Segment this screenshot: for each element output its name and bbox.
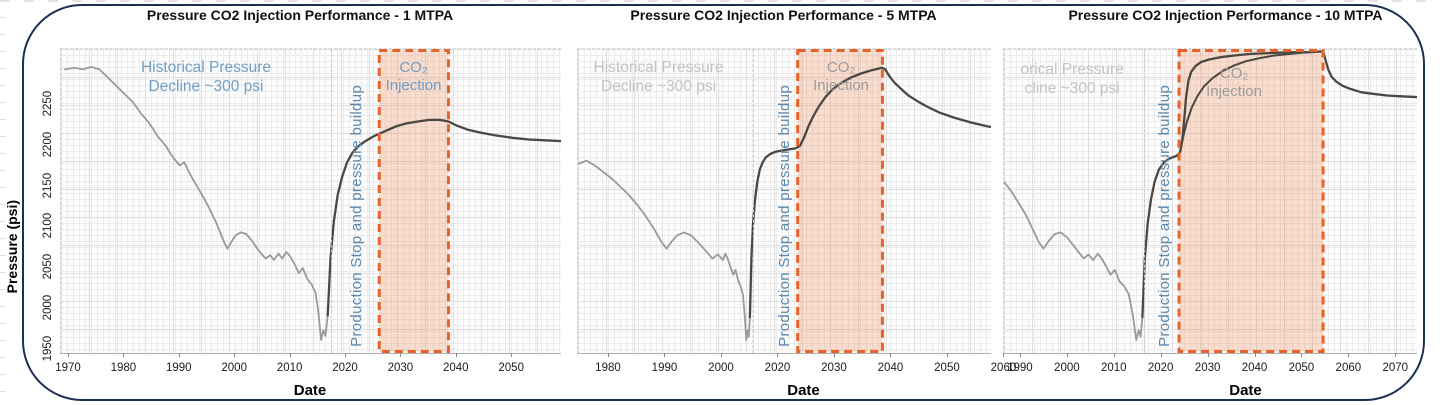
pressure-curve-forecast-2	[1179, 51, 1309, 154]
x-tick-label: 2030	[387, 362, 414, 374]
chart-title: Pressure CO2 Injection Performance - 1 M…	[146, 7, 454, 23]
x-tick-label: 2020	[764, 362, 791, 374]
x-tick-mark	[1113, 353, 1115, 357]
x-tick-label: 1990	[1007, 362, 1033, 374]
x-tick-mark	[68, 353, 69, 357]
co2-injection-window-border	[796, 49, 884, 353]
x-tick-label: 2000	[708, 362, 734, 374]
pressure-plot-svg	[578, 49, 991, 353]
forecast-start-line	[331, 49, 333, 353]
x-tick-mark	[345, 353, 346, 357]
x-tick-label: 2050	[1288, 362, 1315, 374]
x-tick-mark	[833, 353, 835, 357]
x-tick-mark	[664, 353, 666, 357]
pressure-curve-forecast	[1141, 50, 1417, 319]
forecast-start-line	[753, 49, 755, 353]
pressure-curve-historical	[63, 65, 329, 341]
plot-area: Historical Pressure Decline ~300 psi Produ…	[60, 48, 561, 354]
x-tick-label: 2070	[1382, 362, 1409, 374]
x-tick-mark	[1348, 353, 1350, 357]
x-tick-label: 2000	[221, 362, 247, 374]
pressure-curve-historical	[578, 159, 751, 341]
x-tick-label: 2040	[1241, 362, 1268, 374]
co2-injection-window-fill	[379, 50, 449, 352]
y-tick-label: 1950	[42, 335, 54, 362]
x-tick-label: 2050	[498, 362, 524, 374]
x-tick-mark	[1207, 353, 1209, 357]
x-tick-label: 2010	[276, 362, 303, 374]
x-tick-mark	[890, 353, 892, 357]
x-tick-mark	[777, 353, 779, 357]
x-tick-label: 2010	[1100, 362, 1127, 374]
x-tick-label: 1980	[110, 362, 137, 374]
x-tick-mark	[1301, 353, 1303, 357]
x-tick-mark	[511, 353, 513, 357]
chart-title: Pressure CO2 Injection Performance - 10 …	[1068, 7, 1383, 23]
y-tick-label: 2200	[42, 131, 54, 158]
x-tick-label: 2020	[1147, 362, 1174, 374]
co2-injection-window-fill	[797, 50, 883, 352]
pressure-curve-historical	[1004, 180, 1144, 341]
x-tick-mark	[1066, 353, 1068, 357]
grid-remnant-left	[0, 0, 6, 405]
co2-injection-window-border	[377, 49, 450, 353]
x-tick-mark	[289, 353, 291, 357]
forecast-start-line	[1144, 49, 1146, 353]
x-tick-label: 1980	[595, 362, 621, 374]
x-tick-mark	[1395, 353, 1397, 357]
y-tick-label: 2250	[42, 90, 54, 117]
pressure-plot-svg	[63, 49, 561, 353]
x-tick-label: 1990	[166, 362, 192, 374]
chart-title: Pressure CO2 Injection Performance - 5 M…	[630, 7, 937, 23]
x-tick-mark	[607, 353, 609, 357]
y-tick-label: 2150	[42, 172, 54, 199]
x-tick-label: 1970	[55, 362, 81, 374]
pressure-plot-svg	[1004, 49, 1417, 353]
x-tick-label: 2060	[990, 362, 1017, 374]
co2-injection-window-border	[1177, 49, 1325, 353]
pressure-curve-forecast	[748, 66, 991, 319]
x-axis-label: Date	[787, 382, 820, 399]
x-tick-label: 2040	[443, 362, 469, 374]
x-tick-label: 1990	[651, 362, 678, 374]
x-tick-label: 2020	[332, 362, 358, 374]
x-tick-label: 2040	[877, 362, 904, 374]
y-tick-label: 2000	[42, 294, 54, 321]
x-tick-mark	[178, 353, 180, 357]
x-tick-label: 2030	[821, 362, 847, 374]
co2-injection-window-fill	[1179, 50, 1324, 352]
plot-area: orical Pressure cline ~300 psi Production …	[1003, 48, 1417, 354]
x-axis-label: Date	[293, 382, 327, 399]
pressure-curve-forecast	[326, 118, 561, 317]
plot-area: Historical Pressure Decline ~300 psi Produ…	[577, 48, 991, 354]
x-tick-label: 2030	[1194, 362, 1221, 374]
x-axis-label: Date	[1229, 382, 1262, 399]
x-tick-label: 2060	[1335, 362, 1362, 374]
x-tick-mark	[1019, 353, 1021, 357]
grid-remnant-top	[0, 0, 1440, 2]
x-tick-mark	[720, 353, 722, 357]
x-tick-mark	[1160, 353, 1162, 357]
y-tick-label: 2050	[42, 253, 54, 280]
x-tick-mark	[946, 353, 948, 357]
x-tick-label: 2050	[934, 362, 960, 374]
x-tick-mark	[455, 353, 457, 357]
y-tick-label: 2100	[42, 213, 54, 239]
x-tick-mark	[400, 353, 402, 357]
x-tick-mark	[123, 353, 125, 357]
x-tick-mark	[234, 353, 236, 357]
x-tick-mark	[1254, 353, 1256, 357]
x-tick-label: 2000	[1054, 362, 1080, 374]
x-tick-mark	[1003, 353, 1005, 357]
